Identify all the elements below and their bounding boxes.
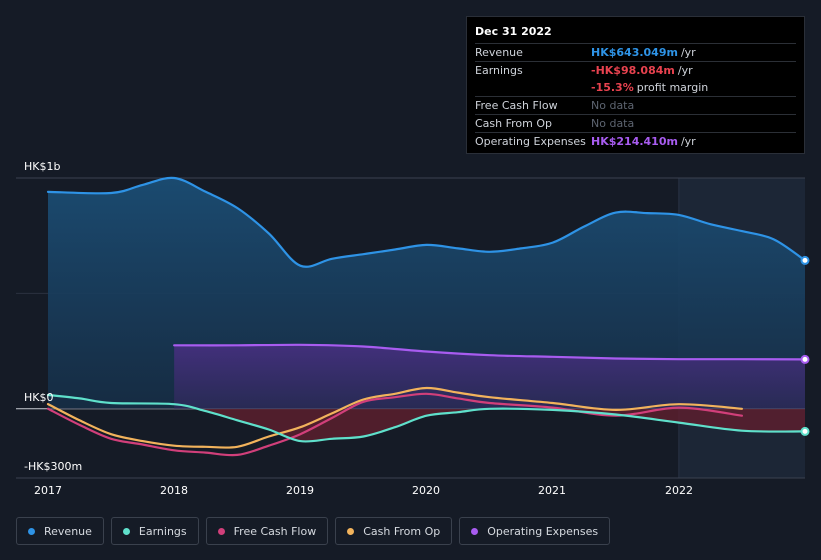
operating-expenses-area [174, 344, 805, 409]
legend-label: Revenue [44, 524, 92, 538]
x-tick-label-2021: 2021 [538, 484, 566, 497]
y-tick-label-top: HK$1b [24, 160, 61, 173]
legend-item-free-cash-flow[interactable]: Free Cash Flow [205, 517, 329, 545]
tooltip-label [475, 79, 591, 96]
tooltip-unit: /yr [680, 46, 696, 59]
tooltip-value: -HK$98.084m [591, 64, 675, 77]
data-tooltip: Dec 31 2022 Revenue HK$643.049m/yr Earni… [466, 16, 805, 154]
operating-expenses-dot-icon [471, 527, 479, 535]
tooltip-label: Free Cash Flow [475, 99, 558, 112]
tooltip-label: Revenue [475, 46, 523, 59]
tooltip-value: No data [591, 117, 635, 130]
chart-legend: Revenue Earnings Free Cash Flow Cash Fro… [16, 517, 611, 545]
revenue-end-marker [800, 255, 810, 265]
revenue-line [46, 176, 807, 268]
tooltip-unit: /yr [680, 135, 696, 148]
tooltip-date: Dec 31 2022 [475, 25, 552, 38]
x-tick-label-2020: 2020 [412, 484, 440, 497]
operating-expenses-line [173, 343, 807, 361]
legend-item-cash-from-op[interactable]: Cash From Op [335, 517, 453, 545]
legend-item-operating-expenses[interactable]: Operating Expenses [459, 517, 611, 545]
x-tick-label-2018: 2018 [160, 484, 188, 497]
tooltip-value: HK$643.049m [591, 46, 678, 59]
earnings-dot-icon [122, 527, 130, 535]
tooltip-value: HK$214.410m [591, 135, 678, 148]
tooltip-row-earnings: Earnings -HK$98.084m/yr [475, 61, 796, 79]
tooltip-row-cash-from-op: Cash From Op No data [475, 114, 796, 132]
tooltip-label: Operating Expenses [475, 135, 586, 148]
legend-label: Operating Expenses [487, 524, 599, 538]
earnings-line [46, 393, 807, 443]
earnings-end-marker [800, 426, 810, 436]
x-tick-label-2019: 2019 [286, 484, 314, 497]
free-cash-flow-line [46, 392, 743, 457]
tooltip-label: Earnings [475, 64, 523, 77]
tooltip-value: No data [591, 99, 635, 112]
tooltip-row-operating-expenses: Operating Expenses HK$214.410m/yr [475, 132, 796, 150]
y-tick-label-bottom: -HK$300m [24, 460, 83, 473]
cash-from-op-line [46, 386, 743, 449]
tooltip-value: -15.3% [591, 81, 634, 94]
tooltip-label: Cash From Op [475, 117, 553, 130]
operating-expenses-end-marker [800, 354, 810, 364]
x-tick-label-2017: 2017 [34, 484, 62, 497]
revenue-dot-icon [28, 527, 35, 535]
tooltip-unit: /yr [677, 64, 693, 77]
tooltip-unit: profit margin [636, 81, 709, 94]
y-tick-label-zero: HK$0 [24, 391, 54, 404]
earnings-negative-area [197, 408, 805, 442]
legend-label: Free Cash Flow [233, 524, 317, 538]
tooltip-row-revenue: Revenue HK$643.049m/yr [475, 43, 796, 61]
cash-from-op-dot-icon [347, 527, 355, 535]
legend-item-revenue[interactable]: Revenue [16, 517, 104, 545]
legend-item-earnings[interactable]: Earnings [110, 517, 199, 545]
legend-label: Earnings [138, 524, 187, 538]
legend-label: Cash From Op [363, 524, 441, 538]
free-cash-flow-dot-icon [217, 527, 225, 535]
x-tick-label-2022: 2022 [665, 484, 693, 497]
tooltip-row-free-cash-flow: Free Cash Flow No data [475, 96, 796, 114]
tooltip-row-profit-margin: -15.3% profit margin [475, 79, 796, 96]
